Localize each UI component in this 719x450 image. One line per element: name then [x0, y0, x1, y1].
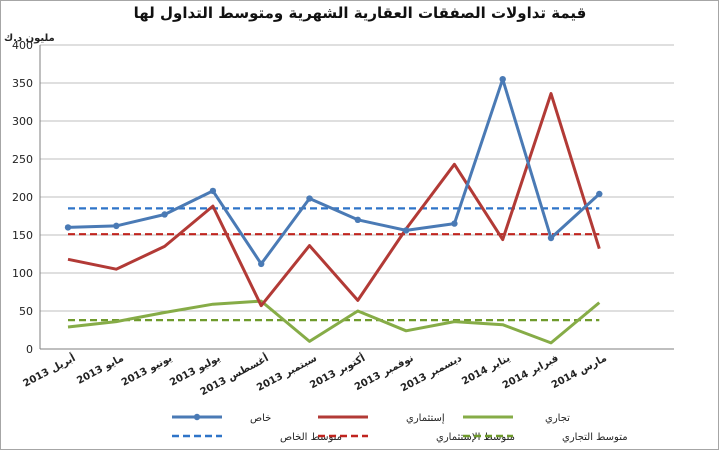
legend-marker	[193, 413, 201, 421]
y-tick-label: 0	[26, 343, 33, 356]
y-tick-label: 150	[12, 229, 33, 242]
legend-label: متوسط التجاري	[562, 432, 628, 443]
y-tick-label: 300	[12, 115, 33, 128]
legend-label: تجاري	[545, 413, 570, 424]
y-tick-label: 400	[12, 39, 33, 52]
series-line-1	[67, 92, 601, 308]
chart-title: قيمة تداولات الصفقات العقارية الشهرية وم…	[134, 4, 587, 22]
data-point	[306, 195, 313, 202]
y-axis-ticks: 0 50 100 150 200 250 300 350 400	[12, 39, 33, 356]
data-point	[354, 216, 361, 223]
data-point	[161, 211, 168, 218]
y-axis-unit-label: مليون د.ك	[4, 33, 55, 44]
legend: خاص إستثماري تجاري متوسط الخاص متوسط الإستثم…	[172, 413, 628, 443]
plot-series	[64, 76, 603, 345]
x-tick-label: أبريل 2013	[21, 351, 78, 389]
x-tick-label: يونيو 2013	[120, 353, 174, 389]
legend-label: متوسط الخاص	[280, 432, 342, 443]
data-point	[402, 227, 410, 234]
y-tick-label: 100	[12, 267, 33, 280]
data-point	[209, 187, 217, 195]
x-tick-label: مارس 2014	[550, 353, 609, 391]
y-tick-label: 350	[12, 77, 33, 90]
series-line-2	[67, 299, 601, 345]
gridlines	[39, 44, 674, 350]
y-tick-label: 250	[12, 153, 33, 166]
data-point	[258, 260, 265, 268]
data-point	[499, 76, 506, 83]
y-tick-label: 200	[12, 191, 33, 204]
legend-label: متوسط الإستثماري	[436, 432, 515, 443]
legend-label: خاص	[250, 413, 271, 424]
x-tick-label: مايو 2013	[75, 353, 125, 387]
series-line-0	[67, 77, 601, 266]
y-tick-label: 50	[19, 305, 33, 318]
data-point	[547, 234, 555, 242]
legend-label: إستثماري	[406, 413, 445, 424]
data-point	[113, 222, 120, 230]
data-point	[596, 190, 603, 198]
data-point	[451, 220, 458, 227]
data-point	[64, 224, 72, 231]
